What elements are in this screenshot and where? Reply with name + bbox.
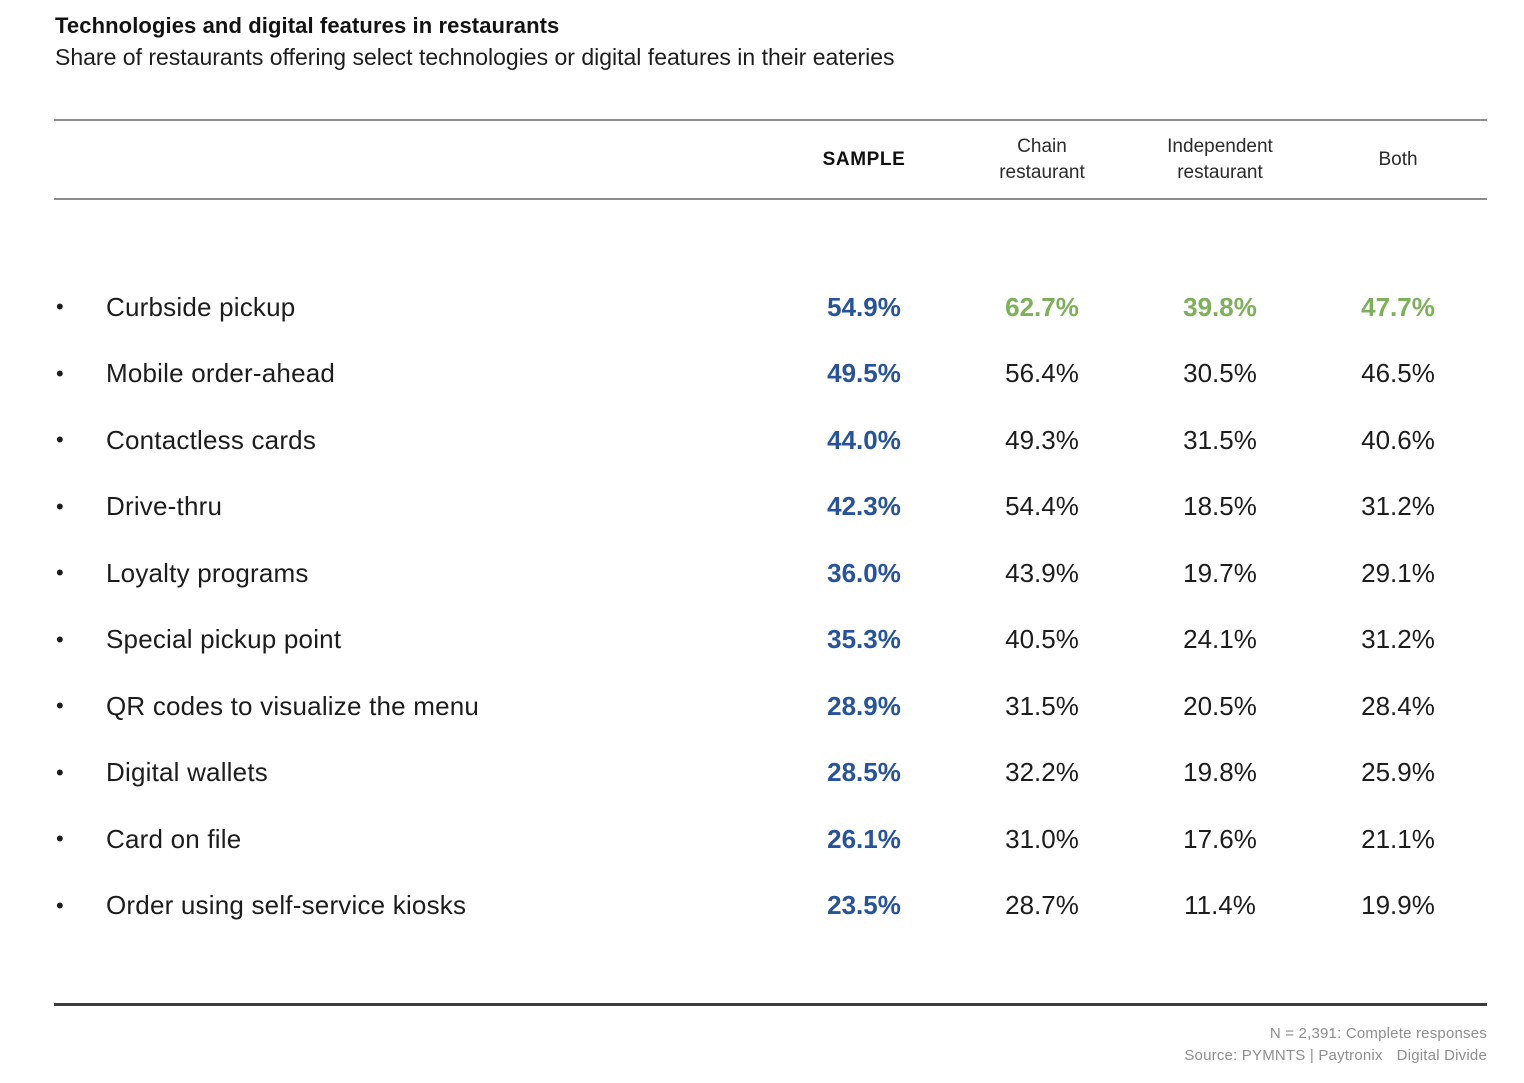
- cell-sample: 54.9%: [827, 291, 901, 322]
- row-label: QR codes to visualize the menu: [106, 690, 480, 721]
- cell-independent: 19.8%: [1183, 757, 1257, 788]
- cell-sample: 44.0%: [827, 424, 901, 455]
- cell-both: 28.4%: [1361, 690, 1435, 721]
- cell-both: 40.6%: [1361, 424, 1435, 455]
- cell-independent: 20.5%: [1183, 690, 1257, 721]
- cell-chain: 31.0%: [1005, 823, 1079, 854]
- table-row-self-service-kiosks: • Order using self-service kiosks 23.5% …: [54, 873, 1487, 940]
- table-row-qr-codes: • QR codes to visualize the menu 28.9% 3…: [54, 673, 1487, 740]
- cell-independent: 24.1%: [1183, 624, 1257, 655]
- cell-sample: 26.1%: [827, 823, 901, 854]
- bullet-icon: •: [56, 626, 64, 652]
- bullet-icon: •: [56, 826, 64, 852]
- cell-chain: 49.3%: [1005, 424, 1079, 455]
- row-label: Loyalty programs: [106, 557, 309, 588]
- cell-chain: 40.5%: [1005, 624, 1079, 655]
- row-label: Drive-thru: [106, 491, 223, 522]
- cell-sample: 28.9%: [827, 690, 901, 721]
- cell-independent: 19.7%: [1183, 557, 1257, 588]
- bullet-icon: •: [56, 759, 64, 785]
- table-row-drive-thru: • Drive-thru 42.3% 54.4% 18.5% 31.2%: [54, 474, 1487, 541]
- cell-both: 29.1%: [1361, 557, 1435, 588]
- cell-independent: 11.4%: [1184, 890, 1256, 921]
- cell-sample: 49.5%: [827, 358, 901, 389]
- row-label: Curbside pickup: [106, 291, 296, 322]
- cell-chain: 43.9%: [1005, 557, 1079, 588]
- column-header-chain-restaurant: Chain restaurant: [999, 135, 1085, 183]
- bullet-icon: •: [56, 427, 64, 453]
- column-header-both: Both: [1378, 148, 1418, 170]
- column-header-sample: SAMPLE: [822, 148, 906, 170]
- cell-independent: 18.5%: [1183, 491, 1257, 522]
- table-row-special-pickup-point: • Special pickup point 35.3% 40.5% 24.1%…: [54, 607, 1487, 674]
- cell-chain: 31.5%: [1005, 690, 1079, 721]
- sample-size-note: N = 2,391: Complete responses: [1269, 1025, 1487, 1042]
- cell-sample: 28.5%: [827, 757, 901, 788]
- table-row-card-on-file: • Card on file 26.1% 31.0% 17.6% 21.1%: [54, 806, 1487, 873]
- source-note: Source: PYMNTS | Paytronix: [1184, 1047, 1383, 1064]
- cell-sample: 23.5%: [827, 890, 901, 921]
- page-header: Technologies and digital features in res…: [55, 13, 895, 71]
- cell-chain: 62.7%: [1005, 291, 1079, 322]
- report-name: Digital Divide: [1396, 1047, 1487, 1064]
- cell-independent: 30.5%: [1183, 358, 1257, 389]
- cell-independent: 17.6%: [1183, 823, 1257, 854]
- row-label: Digital wallets: [106, 757, 268, 788]
- row-label: Card on file: [106, 823, 242, 854]
- table-header-row: SAMPLE Chain restaurant Independent rest…: [54, 119, 1487, 200]
- cell-both: 46.5%: [1361, 358, 1435, 389]
- table-body: • Curbside pickup 54.9% 62.7% 39.8% 47.7…: [54, 274, 1487, 939]
- bullet-icon: •: [56, 693, 64, 719]
- footnote: N = 2,391: Complete responses Source: PY…: [1184, 1023, 1487, 1067]
- cell-both: 31.2%: [1361, 491, 1435, 522]
- cell-both: 21.1%: [1361, 823, 1435, 854]
- cell-chain: 56.4%: [1005, 358, 1079, 389]
- cell-chain: 54.4%: [1005, 491, 1079, 522]
- bullet-icon: •: [56, 560, 64, 586]
- table-row-contactless-cards: • Contactless cards 44.0% 49.3% 31.5% 40…: [54, 407, 1487, 474]
- table-row-curbside-pickup: • Curbside pickup 54.9% 62.7% 39.8% 47.7…: [54, 274, 1487, 341]
- cell-sample: 36.0%: [827, 557, 901, 588]
- cell-chain: 32.2%: [1005, 757, 1079, 788]
- bullet-icon: •: [56, 493, 64, 519]
- cell-sample: 42.3%: [827, 491, 901, 522]
- table-row-loyalty-programs: • Loyalty programs 36.0% 43.9% 19.7% 29.…: [54, 540, 1487, 607]
- source-line: Source: PYMNTS | Paytronix Digital Divide: [1184, 1045, 1487, 1067]
- cell-both: 19.9%: [1361, 890, 1435, 921]
- row-label: Mobile order-ahead: [106, 358, 336, 389]
- cell-both: 25.9%: [1361, 757, 1435, 788]
- table-row-digital-wallets: • Digital wallets 28.5% 32.2% 19.8% 25.9…: [54, 740, 1487, 807]
- cell-independent: 31.5%: [1183, 424, 1257, 455]
- cell-independent: 39.8%: [1183, 291, 1257, 322]
- row-label: Order using self-service kiosks: [106, 890, 467, 921]
- cell-sample: 35.3%: [827, 624, 901, 655]
- page-subtitle: Share of restaurants offering select tec…: [55, 44, 895, 70]
- bullet-icon: •: [56, 294, 64, 320]
- cell-both: 47.7%: [1361, 291, 1435, 322]
- bullet-icon: •: [56, 892, 64, 918]
- table-row-mobile-order-ahead: • Mobile order-ahead 49.5% 56.4% 30.5% 4…: [54, 341, 1487, 408]
- page-title: Technologies and digital features in res…: [55, 13, 560, 38]
- column-header-independent-restaurant: Independent restaurant: [1167, 135, 1273, 183]
- row-label: Contactless cards: [106, 424, 317, 455]
- cell-both: 31.2%: [1361, 624, 1435, 655]
- bullet-icon: •: [56, 360, 64, 386]
- table-bottom-rule: [54, 1003, 1487, 1006]
- cell-chain: 28.7%: [1005, 890, 1079, 921]
- row-label: Special pickup point: [106, 624, 342, 655]
